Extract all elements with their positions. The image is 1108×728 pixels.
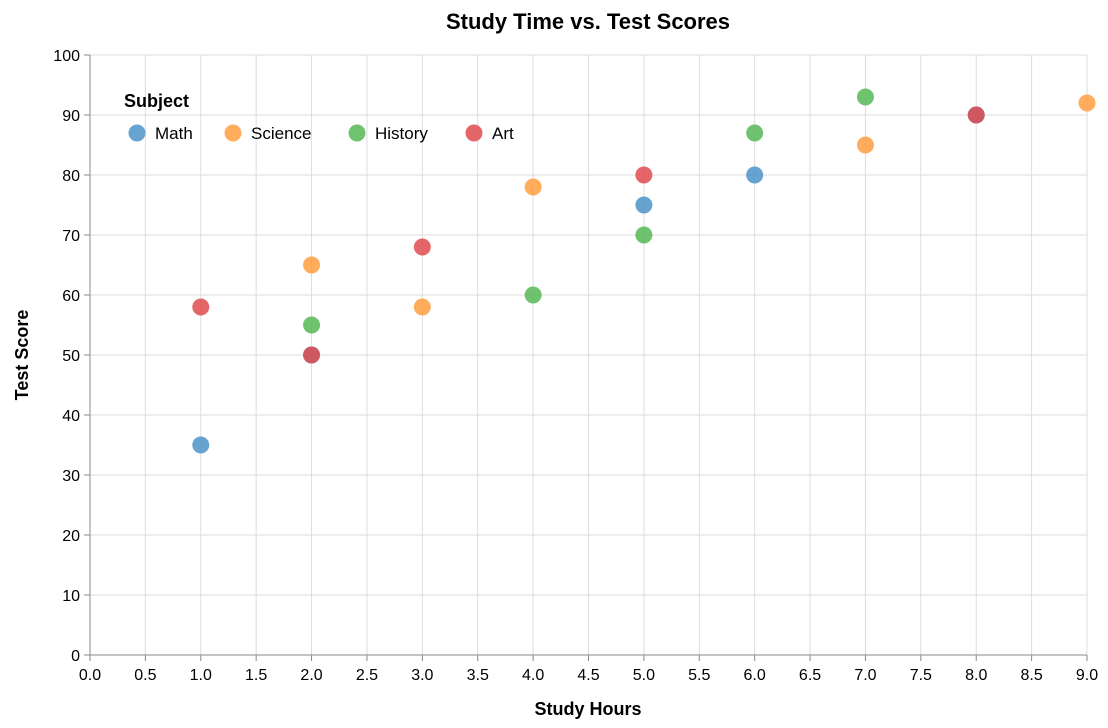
data-point-history bbox=[635, 226, 653, 244]
x-tick-label: 9.0 bbox=[1076, 667, 1098, 684]
x-tick-label: 2.5 bbox=[356, 667, 378, 684]
data-point-science bbox=[303, 256, 321, 274]
x-tick-label: 3.0 bbox=[411, 667, 433, 684]
y-tick-label: 30 bbox=[62, 468, 80, 485]
y-tick-label: 80 bbox=[62, 168, 80, 185]
data-point-art bbox=[967, 106, 985, 124]
data-point-math bbox=[192, 436, 210, 454]
y-tick-label: 50 bbox=[62, 348, 80, 365]
legend-label-science: Science bbox=[251, 124, 311, 143]
y-tick-label: 40 bbox=[62, 408, 80, 425]
legend-label-art: Art bbox=[492, 124, 514, 143]
x-tick-label: 4.5 bbox=[577, 667, 599, 684]
x-tick-label: 5.5 bbox=[688, 667, 710, 684]
axis-layer: 0.0 0.5 1.0 1.5 2.0 2.5 3.0 3.5 4.0 4.5 5.0 5.5 6.0 6… bbox=[53, 48, 1098, 684]
x-tick-label: 6.0 bbox=[744, 667, 766, 684]
y-tick-label: 70 bbox=[62, 228, 80, 245]
x-tick-label: 0.0 bbox=[79, 667, 101, 684]
data-point-math bbox=[746, 166, 764, 184]
data-point-history bbox=[303, 316, 321, 334]
x-tick-label: 7.5 bbox=[910, 667, 932, 684]
x-tick-label: 1.0 bbox=[190, 667, 212, 684]
data-point-history bbox=[746, 124, 764, 142]
legend-label-history: History bbox=[375, 124, 428, 143]
grid-layer bbox=[89, 54, 1088, 656]
y-tick-label: 0 bbox=[71, 648, 80, 665]
x-tick-label: 6.5 bbox=[799, 667, 821, 684]
legend-swatch-art bbox=[465, 124, 483, 142]
y-tick-label: 20 bbox=[62, 528, 80, 545]
x-tick-label: 1.5 bbox=[245, 667, 267, 684]
chart-title: Study Time vs. Test Scores bbox=[446, 9, 730, 34]
x-tick-label: 8.0 bbox=[965, 667, 987, 684]
data-point-math bbox=[635, 196, 653, 214]
legend-swatch-history bbox=[348, 124, 366, 142]
legend-title: Subject bbox=[124, 91, 189, 111]
x-axis-title: Study Hours bbox=[534, 699, 641, 719]
points-layer bbox=[192, 88, 1096, 454]
legend-items: Math Science History Art bbox=[128, 124, 514, 143]
data-point-art bbox=[303, 346, 321, 364]
y-axis-title: Test Score bbox=[12, 310, 32, 401]
x-tick-label: 5.0 bbox=[633, 667, 655, 684]
data-point-history bbox=[856, 88, 874, 106]
x-tick-label: 4.0 bbox=[522, 667, 544, 684]
data-point-science bbox=[413, 298, 431, 316]
x-tick-label: 7.0 bbox=[854, 667, 876, 684]
data-point-art bbox=[413, 238, 431, 256]
x-tick-label: 2.0 bbox=[300, 667, 322, 684]
legend-swatch-math bbox=[128, 124, 146, 142]
data-point-science bbox=[524, 178, 542, 196]
data-point-art bbox=[635, 166, 653, 184]
y-tick-label: 10 bbox=[62, 588, 80, 605]
y-tick-label: 100 bbox=[53, 48, 80, 65]
x-tick-label: 0.5 bbox=[134, 667, 156, 684]
data-point-art bbox=[192, 298, 210, 316]
data-point-science bbox=[856, 136, 874, 154]
legend-swatch-science bbox=[224, 124, 242, 142]
y-tick-label: 90 bbox=[62, 108, 80, 125]
data-point-science bbox=[1078, 94, 1096, 112]
data-point-history bbox=[524, 286, 542, 304]
y-tick-label: 60 bbox=[62, 288, 80, 305]
legend: Subject Math Science History Art bbox=[124, 91, 514, 143]
legend-label-math: Math bbox=[155, 124, 193, 143]
x-tick-label: 8.5 bbox=[1020, 667, 1042, 684]
x-tick-label: 3.5 bbox=[467, 667, 489, 684]
